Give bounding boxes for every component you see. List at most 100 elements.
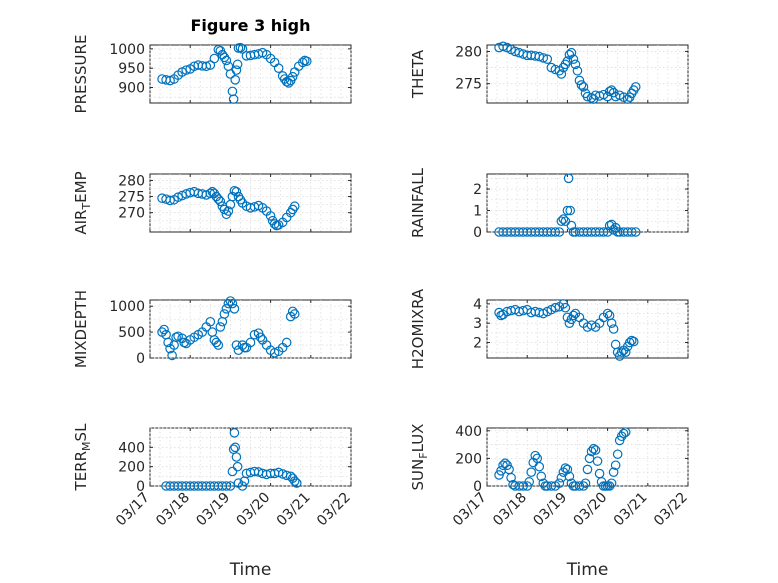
data-point [588, 443, 599, 454]
y-axis-label: H2OMIXRA [409, 288, 427, 369]
y-tick-label: 400 [455, 424, 482, 440]
y-tick-label: 0 [136, 351, 145, 367]
data-point [245, 337, 256, 348]
data-point [167, 350, 177, 361]
data-point [538, 53, 549, 63]
data-point [232, 59, 243, 70]
data-point [568, 54, 579, 64]
data-point [508, 479, 518, 490]
data-point [179, 337, 189, 348]
data-point [620, 427, 631, 437]
data-point [297, 57, 308, 68]
data-point [558, 214, 569, 224]
data-point [610, 460, 621, 471]
data-point [630, 227, 641, 237]
data-point [215, 196, 226, 207]
y-tick-label: 1000 [109, 42, 145, 58]
data-point [255, 332, 266, 343]
data-point [550, 227, 561, 237]
x-tick-label: 03/21 [611, 490, 651, 530]
data-point [209, 53, 220, 64]
data-point [628, 336, 639, 347]
subplot-rainfall: 0 1 2 RAINFALL [409, 167, 689, 241]
data-point [237, 44, 248, 54]
data-point [564, 471, 575, 482]
data-point [301, 56, 312, 67]
data-point [221, 481, 232, 491]
data-point [249, 329, 260, 340]
data-point [231, 186, 242, 197]
data-point [219, 52, 230, 63]
data-point [563, 173, 574, 184]
data-point [578, 481, 589, 491]
x-tick-label: 03/17 [113, 490, 153, 530]
data-point [223, 298, 234, 309]
data-point [602, 308, 613, 319]
y-tick-label: 200 [455, 451, 482, 467]
data-point [580, 478, 591, 489]
data-point [608, 467, 619, 477]
x-tick-label: 03/19 [193, 490, 233, 530]
subplot-theta: 275 280 THETA [409, 41, 689, 104]
data-point [289, 309, 300, 319]
y-tick-label: 0 [473, 225, 482, 241]
data-point [227, 298, 238, 309]
data-point [598, 227, 609, 237]
data-point [554, 478, 565, 489]
data-point [230, 75, 241, 85]
data-point [612, 449, 623, 460]
y-tick-label: 1000 [109, 299, 145, 315]
y-axis-label: SUNFLUX [409, 424, 430, 491]
data-point [201, 61, 212, 72]
data-point [498, 41, 508, 52]
data-point [626, 227, 637, 237]
data-point [273, 63, 284, 73]
data-point [273, 467, 284, 478]
data-point [550, 302, 561, 313]
data-point [223, 206, 234, 216]
data-point [562, 464, 573, 475]
data-point [232, 461, 243, 472]
data-point [618, 428, 629, 439]
data-point [602, 227, 613, 237]
data-point [231, 65, 242, 75]
y-tick-label: 0 [136, 479, 145, 495]
data-point [604, 86, 615, 97]
data-point [265, 211, 276, 221]
data-point [560, 302, 571, 313]
data-point [235, 42, 246, 53]
y-tick-label: 275 [455, 77, 482, 93]
data-point [556, 69, 567, 79]
data-point [205, 316, 216, 327]
y-tick-label: 280 [118, 173, 145, 189]
data-point [231, 452, 242, 462]
y-axis-label: PRESSURE [72, 35, 90, 114]
x-tick-label: 03/18 [490, 490, 530, 530]
chart-title: Figure 3 high [191, 16, 311, 35]
y-tick-label: 0 [473, 479, 482, 495]
data-point [165, 195, 175, 206]
data-point [291, 478, 302, 488]
y-tick-label: 2 [473, 336, 482, 352]
y-axis-label: THETA [409, 49, 427, 99]
x-axis-label: Time [566, 560, 609, 580]
data-point [560, 463, 571, 473]
x-axis-label: Time [229, 560, 272, 580]
data-point [620, 347, 631, 357]
data-point [171, 332, 181, 343]
data-point [542, 54, 553, 64]
data-point [225, 481, 236, 491]
data-point [608, 324, 619, 334]
data-point [227, 466, 238, 477]
data-point [568, 310, 579, 321]
data-point [592, 456, 603, 466]
y-tick-label: 2 [473, 182, 482, 198]
x-tick-label: 03/17 [450, 490, 490, 530]
subplot-pressure: 900 950 1000 PRESSURE Figure 3 high [72, 16, 352, 114]
data-point [536, 471, 547, 482]
y-tick-label: 400 [118, 440, 145, 456]
data-point [578, 82, 589, 92]
data-point [606, 318, 617, 328]
